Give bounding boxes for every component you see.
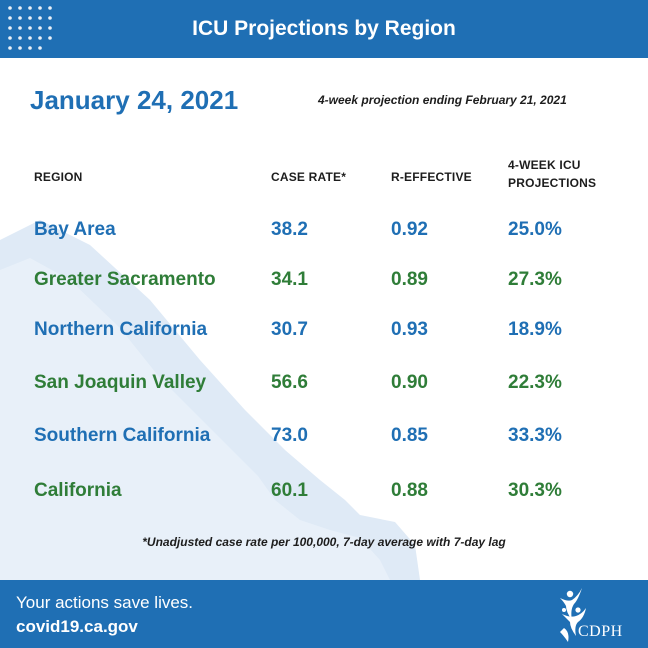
- case-rate-value: 60.1: [271, 480, 308, 501]
- cdph-logo-text: CDPH: [578, 623, 623, 640]
- region-name: Bay Area: [34, 219, 116, 240]
- column-header-r-effective: R-EFFECTIVE: [391, 170, 472, 184]
- icu-projection-value: 18.9%: [508, 319, 562, 340]
- footer-website-link[interactable]: covid19.ca.gov: [16, 617, 138, 636]
- icu-projection-value: 33.3%: [508, 425, 562, 446]
- r-effective-value: 0.90: [391, 372, 428, 393]
- r-effective-value: 0.89: [391, 269, 428, 290]
- column-header-case-rate: CASE RATE*: [271, 170, 347, 184]
- case-rate-value: 34.1: [271, 269, 308, 290]
- icu-projection-value: 25.0%: [508, 219, 562, 240]
- region-name: California: [34, 480, 122, 501]
- region-name: Greater Sacramento: [34, 269, 216, 290]
- dot-grid-icon: [8, 6, 52, 50]
- footer-bar: Your actions save lives. covid19.ca.gov …: [0, 580, 648, 648]
- header-bar: ICU Projections by Region: [0, 0, 648, 58]
- footer-tagline: Your actions save lives.: [16, 593, 194, 612]
- case-rate-value: 30.7: [271, 319, 308, 340]
- r-effective-value: 0.88: [391, 480, 428, 501]
- report-date: January 24, 2021: [30, 85, 239, 115]
- icu-projection-value: 27.3%: [508, 269, 562, 290]
- page-title: ICU Projections by Region: [192, 17, 456, 40]
- column-header-icu: 4-WEEK ICU PROJECTIONS: [508, 156, 596, 192]
- r-effective-value: 0.93: [391, 319, 428, 340]
- region-name: San Joaquin Valley: [34, 372, 207, 393]
- california-map-icon: [0, 220, 420, 580]
- projection-note: 4-week projection ending February 21, 20…: [318, 93, 567, 107]
- column-header-icu-line1: 4-WEEK ICU: [508, 158, 581, 172]
- footnote: *Unadjusted case rate per 100,000, 7-day…: [142, 535, 506, 549]
- r-effective-value: 0.85: [391, 425, 428, 446]
- region-name: Northern California: [34, 319, 208, 340]
- r-effective-value: 0.92: [391, 219, 428, 240]
- case-rate-value: 56.6: [271, 372, 308, 393]
- region-name: Southern California: [34, 425, 211, 446]
- column-header-icu-line2: PROJECTIONS: [508, 176, 597, 190]
- case-rate-value: 73.0: [271, 425, 308, 446]
- case-rate-value: 38.2: [271, 219, 308, 240]
- cdph-logo-icon: CDPH: [560, 588, 623, 642]
- icu-projection-value: 22.3%: [508, 372, 562, 393]
- icu-projection-value: 30.3%: [508, 480, 562, 501]
- column-header-region: REGION: [34, 170, 83, 184]
